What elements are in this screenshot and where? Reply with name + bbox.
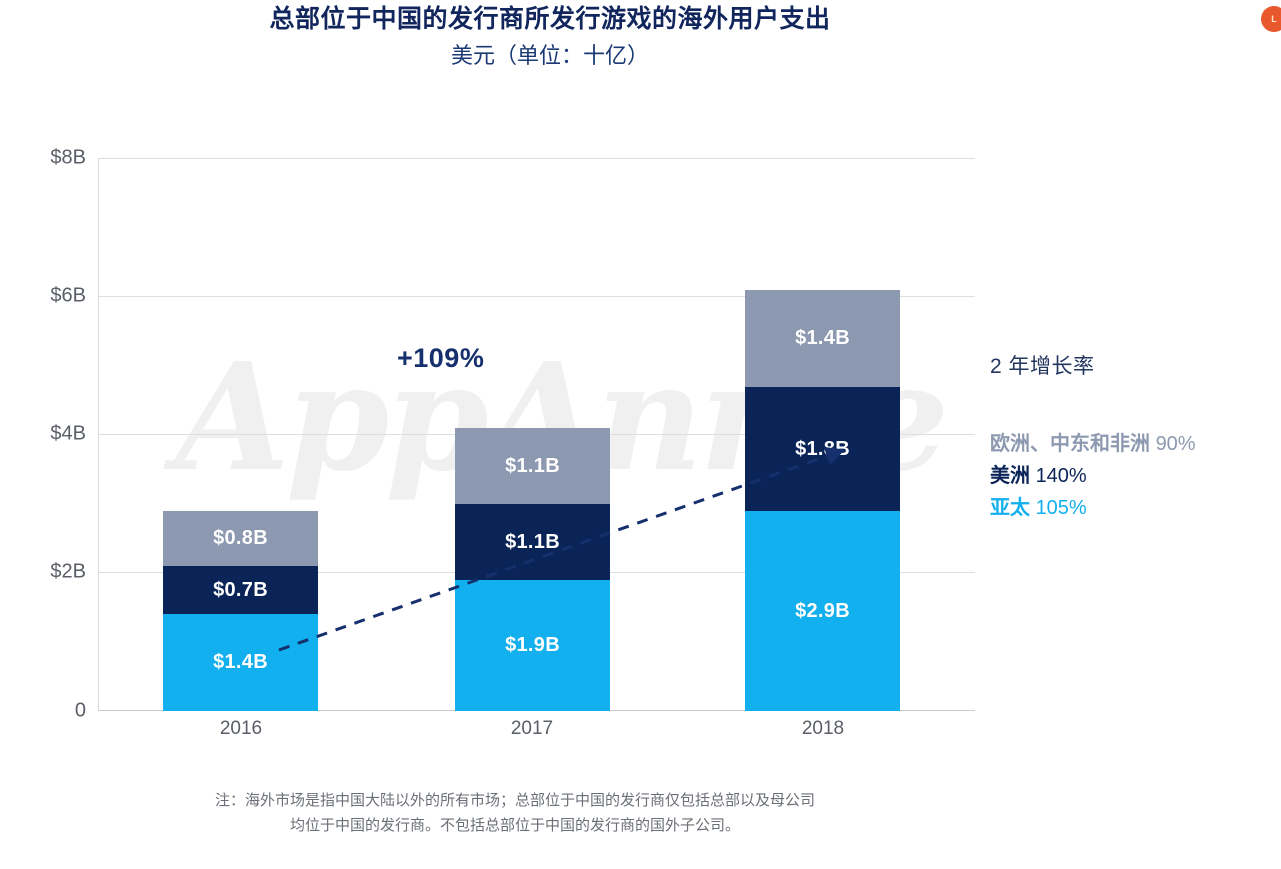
bar-label-americas-2018: $1.8B xyxy=(795,437,850,460)
gridline-6b xyxy=(98,296,975,297)
bar-segment-apac-2017[interactable]: $1.9B xyxy=(455,580,610,711)
bar-segment-emea-2017[interactable]: $1.1B xyxy=(455,428,610,504)
page-subtitle: 美元（单位：十亿） xyxy=(450,43,649,68)
bar-label-apac-2018: $2.9B xyxy=(795,599,850,622)
legend-label-americas: 美洲 xyxy=(990,465,1030,487)
y-tick-4b: $4B xyxy=(50,422,86,445)
chart-page: 总部位于中国的发行商所发行游戏的海外用户支出 美元（单位：十亿） L AppAn… xyxy=(0,0,1281,838)
legend-value-emea: 90% xyxy=(1155,433,1196,455)
bar-label-americas-2017: $1.1B xyxy=(505,530,560,553)
x-tick-2016: 2016 xyxy=(219,718,263,739)
legend-label-emea: 欧洲、中东和非洲 xyxy=(990,433,1150,455)
bar-segment-apac-2016[interactable]: $1.4B xyxy=(163,614,318,711)
growth-arrow-icon xyxy=(278,446,846,652)
legend-item-americas[interactable]: 美洲 140% xyxy=(990,460,1281,492)
bar-label-emea-2018: $1.4B xyxy=(795,327,850,349)
growth-annotation-label: +109% xyxy=(397,343,485,373)
bar-2017[interactable]: $1.1B $1.1B $1.9B xyxy=(455,428,610,711)
y-tick-0: 0 xyxy=(74,699,86,722)
bar-2018[interactable]: $1.4B $1.8B $2.9B xyxy=(745,290,900,711)
title-block: 总部位于中国的发行商所发行游戏的海外用户支出 美元（单位：十亿） xyxy=(0,0,1100,72)
y-tick-2b: $2B xyxy=(50,560,86,583)
bar-label-americas-2016: $0.7B xyxy=(213,578,268,601)
bar-segment-americas-2016[interactable]: $0.7B xyxy=(163,566,318,614)
legend-value-apac: 105% xyxy=(1035,497,1087,519)
corner-logo-icon[interactable]: L xyxy=(1261,6,1281,32)
x-tick-2018: 2018 xyxy=(801,718,845,739)
legend-value-americas: 140% xyxy=(1035,465,1087,487)
bar-segment-americas-2017[interactable]: $1.1B xyxy=(455,504,610,580)
bar-label-emea-2017: $1.1B xyxy=(505,454,560,477)
legend: 2 年增长率 欧洲、中东和非洲 90% 美洲 140% 亚太 105% xyxy=(990,350,1281,524)
bar-label-apac-2016: $1.4B xyxy=(213,651,268,673)
y-tick-8b: $8B xyxy=(50,146,86,169)
x-axis-labels: 2016 2017 2018 xyxy=(98,718,975,752)
page-title: 总部位于中国的发行商所发行游戏的海外用户支出 xyxy=(269,5,831,33)
y-axis-labels: $8B $6B $4B $2B 0 xyxy=(0,147,86,722)
gridline-8b xyxy=(98,158,975,159)
corner-logo-label: L xyxy=(1271,13,1277,24)
bar-segment-americas-2018[interactable]: $1.8B xyxy=(745,387,900,511)
legend-item-apac[interactable]: 亚太 105% xyxy=(990,492,1281,524)
bar-segment-apac-2018[interactable]: $2.9B xyxy=(745,511,900,711)
bar-2016[interactable]: $0.8B $0.7B $1.4B xyxy=(163,511,318,711)
legend-item-emea[interactable]: 欧洲、中东和非洲 90% xyxy=(990,428,1281,460)
bar-label-apac-2017: $1.9B xyxy=(505,634,560,656)
bar-segment-emea-2016[interactable]: $0.8B xyxy=(163,511,318,566)
footnote-line-2: 均位于中国的发行商。不包括总部位于中国的发行商的国外子公司。 xyxy=(289,817,740,834)
footnote-line-1: 注：海外市场是指中国大陆以外的所有市场；总部位于中国的发行商仅包括总部以及母公司 xyxy=(214,792,815,809)
plot-area: $0.8B $0.7B $1.4B $1.1B $1.1B $1.9B xyxy=(98,158,975,711)
x-tick-2017: 2017 xyxy=(510,718,554,739)
bar-segment-emea-2018[interactable]: $1.4B xyxy=(745,290,900,387)
bar-label-emea-2016: $0.8B xyxy=(213,527,268,549)
legend-title: 2 年增长率 xyxy=(990,355,1095,378)
footnote: 注：海外市场是指中国大陆以外的所有市场；总部位于中国的发行商仅包括总部以及母公司… xyxy=(120,788,910,838)
y-tick-6b: $6B xyxy=(50,284,86,307)
legend-label-apac: 亚太 xyxy=(990,497,1030,519)
